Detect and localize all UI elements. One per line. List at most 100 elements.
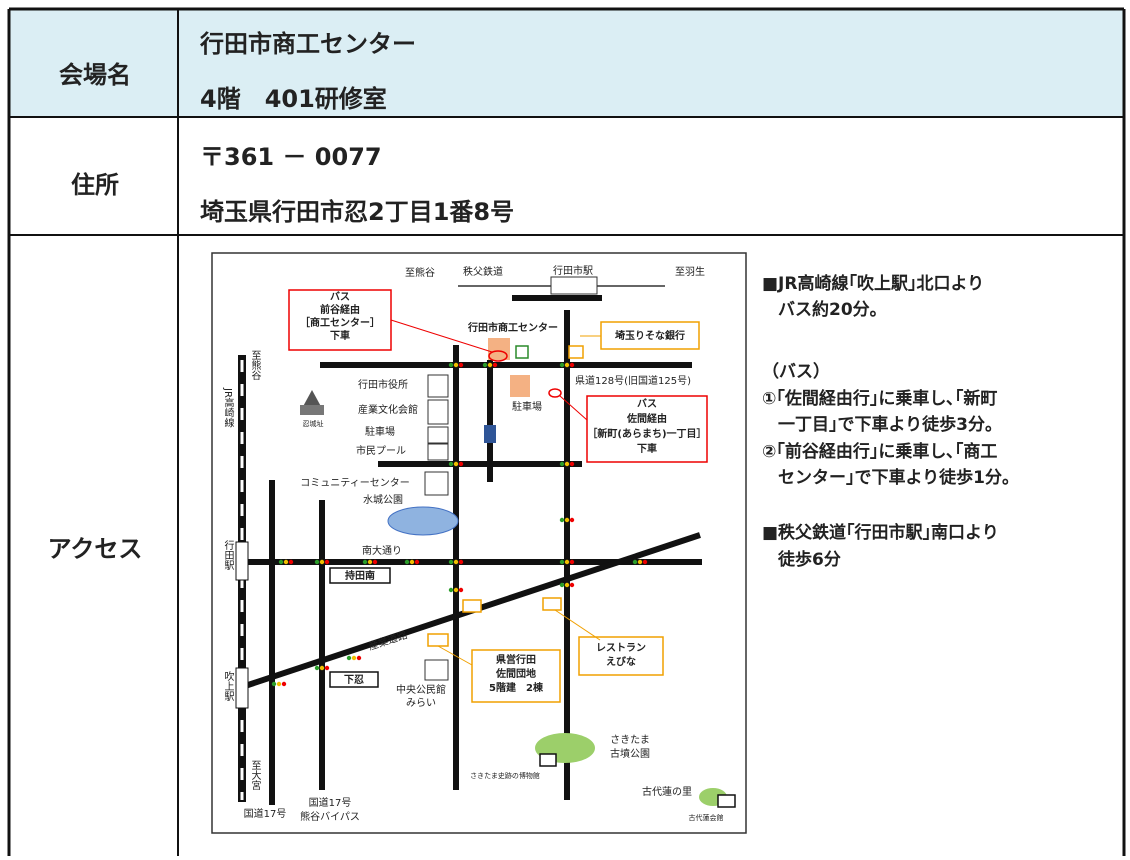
signal-light [458,362,464,368]
signal-light [482,362,488,368]
label: コミュニティーセンター [300,477,409,489]
address: 〒361 － 0077 [200,143,382,171]
signal-light [453,559,459,565]
label: 市民プール [356,444,406,457]
signal-light [283,559,289,565]
signal-light [346,655,352,661]
signal-light [559,559,565,565]
signal-light [564,362,570,368]
label: ■JR高崎線｢吹上駅｣北口より [762,273,984,294]
row-label: 会場名 [59,61,131,89]
signal-light [453,362,459,368]
signal-light [458,559,464,565]
label: ■秩父鉄道｢行田市駅｣南口より [762,522,999,543]
label: 行田市役所 [358,378,408,391]
row-label: アクセス [48,535,143,563]
label: えびな [606,655,636,668]
label: （バス） [762,361,830,382]
signal-light [569,582,575,588]
signal-light [324,665,330,671]
label: 至羽生 [675,265,705,278]
label: さきたま [610,734,650,746]
signal-light [559,461,565,467]
label: 産業文化会館 [358,403,418,416]
signal-light [487,362,493,368]
label: ［新町(あらまち)一丁目］ [587,427,706,440]
signal-light [453,587,459,593]
label: 古代蓮会館 [689,813,724,822]
label: センター｣で下車より徒歩1分。 [778,467,1019,488]
signal-light [372,559,378,565]
signal-light [564,517,570,523]
label: 秩父鉄道 [463,265,503,278]
label: 下車 [330,329,350,342]
label: 県営行田 [496,653,536,666]
signal-light [324,559,330,565]
signal-light [288,559,294,565]
signal-light [559,582,565,588]
signal-light [458,587,464,593]
label: 中央公民館 [396,683,446,696]
label: 熊谷バイパス [300,810,360,823]
signal-light [559,362,565,368]
label: 忍城址 [303,419,324,428]
label: 至熊谷 [405,266,435,279]
venue: 4階 401研修室 [200,85,387,113]
header-row-bg [9,9,1124,117]
label: 下忍 [344,674,364,686]
label: 行田市商工センター [467,321,558,334]
signal-light [409,559,415,565]
signal-light [458,461,464,467]
signal-light [559,517,565,523]
label: 南大通り [362,544,402,557]
signal-light [564,559,570,565]
row-label: 住所 [71,171,119,199]
signal-light [448,461,454,467]
signal-light [356,655,362,661]
signal-light [271,681,277,687]
label: 吹上駅 [222,670,234,702]
label: JR高崎線 [222,387,234,428]
signal-light [492,362,498,368]
label: 古代蓮の里 [642,785,692,798]
label: 水城公園 [363,494,403,506]
label: 5階建 2棟 [489,681,544,694]
label: 駐車場 [512,400,542,413]
signal-light [281,681,287,687]
label: 駐車場 [365,425,395,438]
label: 国道17号 [309,796,352,809]
label: バス [637,398,657,410]
signals [271,362,648,687]
label: 徒歩6分 [777,549,841,570]
signal-light [276,681,282,687]
label: ②｢前谷経由行｣に乗車し､｢商工 [762,441,997,462]
label: 前谷経由 [320,303,360,316]
signal-light [453,461,459,467]
label: ①｢佐間経由行｣に乗車し､｢新町 [762,388,997,409]
label: 国道17号 [244,807,287,820]
signal-light [362,559,368,565]
label: 行田駅 [222,539,234,571]
label: 古墳公園 [610,747,650,760]
signal-light [448,362,454,368]
address: 埼玉県行田市忍2丁目1番8号 [200,198,514,226]
label: 県道128号(旧国道125号) [575,374,691,387]
label: 至大宮 [249,760,261,791]
label: バス約20分。 [778,299,887,320]
signal-light [564,461,570,467]
label: 一丁目｣で下車より徒歩3分。 [778,414,1002,435]
label: ［商工センター］ [300,316,380,329]
signal-light [351,655,357,661]
signal-light [569,362,575,368]
label: さきたま史跡の博物館 [470,771,540,780]
venue: 行田市商工センター [199,30,416,58]
signal-light [569,517,575,523]
label: 至熊谷 [249,350,261,381]
signal-light [314,665,320,671]
signal-light [569,461,575,467]
label: 行田市駅 [553,264,593,277]
label: 持田南 [345,569,375,582]
label: 埼玉りそな銀行 [615,329,685,342]
label: バス [330,291,350,303]
